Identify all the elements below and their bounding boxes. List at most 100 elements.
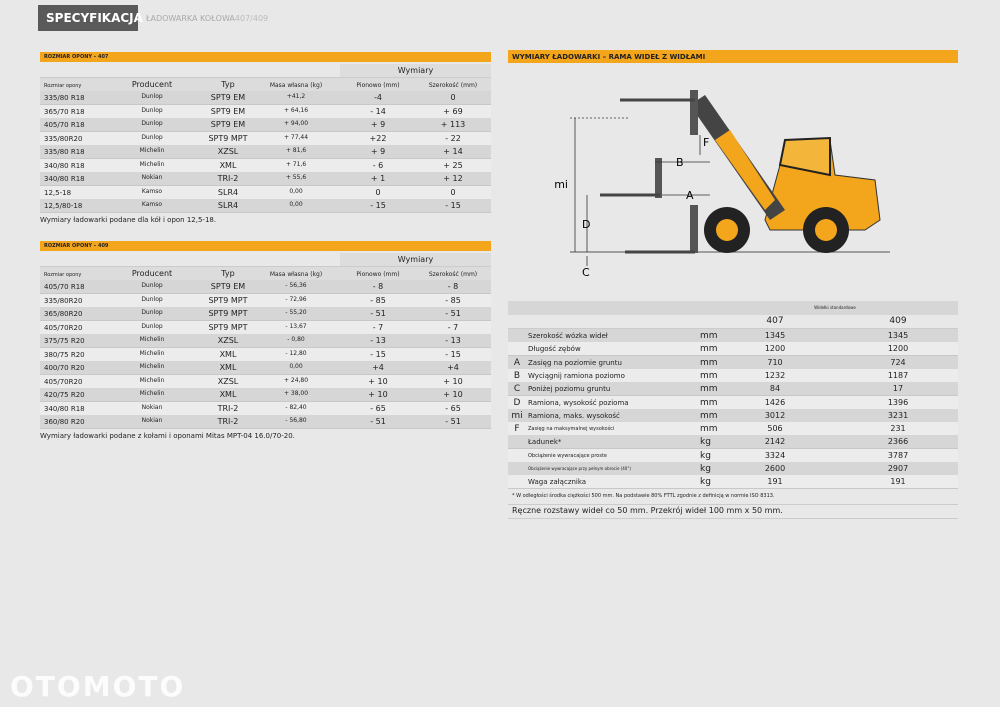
cell: 340/80 R18 xyxy=(44,161,85,170)
label-b: B xyxy=(676,156,684,169)
column-header: Typ xyxy=(221,269,235,278)
cell: - 6 xyxy=(372,160,384,170)
line xyxy=(508,504,958,505)
column-header: Szerokość (mm) xyxy=(428,82,478,89)
cell: - 85 xyxy=(370,295,386,305)
cell: 365/80R20 xyxy=(44,310,83,318)
cell: Nokian xyxy=(141,417,163,424)
cell: XML xyxy=(219,363,237,372)
cell: TRI-2 xyxy=(217,417,239,426)
cell: +22 xyxy=(369,133,387,143)
cell: 335/80R20 xyxy=(44,296,83,305)
cell: 400/70 R20 xyxy=(44,364,85,372)
cell: - 7 xyxy=(447,322,459,332)
cell: 335/80R20 xyxy=(44,134,83,143)
cell: 335/80 R18 xyxy=(44,148,85,156)
cell: Michelin xyxy=(139,349,165,357)
cell: + 1 xyxy=(370,174,386,183)
cell: 506 xyxy=(767,424,783,434)
page-title: ŁADOWARKA KOŁOWA407/409 xyxy=(146,14,268,23)
cell: 340/80 R18 xyxy=(44,175,85,183)
label-a: A xyxy=(686,189,694,202)
group-row xyxy=(40,64,491,78)
cell: 1187 xyxy=(887,370,909,380)
cell: + 10 xyxy=(368,376,388,386)
section-tab xyxy=(38,5,138,31)
cell: + 55,6 xyxy=(285,174,307,181)
cell: -4 xyxy=(374,93,382,102)
cell: 405/70 R18 xyxy=(44,283,85,291)
row-unit: mm xyxy=(700,344,718,355)
cell: SLR4 xyxy=(217,201,239,210)
cell: - 12,80 xyxy=(285,349,307,357)
cell: 2907 xyxy=(887,464,909,473)
cell: 3324 xyxy=(764,450,786,460)
table-row xyxy=(508,475,958,490)
cell: 0,00 xyxy=(289,363,303,370)
row-letter: D xyxy=(513,397,521,408)
column-header: Pionowo (mm) xyxy=(356,271,400,278)
row-unit: mm xyxy=(700,331,718,341)
row-unit: mm xyxy=(700,384,718,395)
cell: Nokian xyxy=(141,174,163,181)
cell: + 77,44 xyxy=(283,133,309,141)
cell: - 85 xyxy=(445,295,461,305)
cell: 405/70R20 xyxy=(44,377,83,386)
cell: Dunlop xyxy=(141,295,163,303)
row-unit: mm xyxy=(700,410,718,421)
cell: 231 xyxy=(890,424,906,434)
cell: - 13 xyxy=(370,336,386,345)
cell: 84 xyxy=(769,384,781,394)
cell: XZSL xyxy=(217,147,239,156)
cell: 1345 xyxy=(764,331,786,340)
cell: + 64,16 xyxy=(283,106,309,114)
cell: TRI-2 xyxy=(217,174,239,183)
cell: SPT9 MPT xyxy=(208,322,248,332)
cell: - 56,80 xyxy=(285,417,307,424)
cell: 420/75 R20 xyxy=(44,391,85,399)
cell: 1396 xyxy=(887,397,909,407)
cell: - 15 xyxy=(445,349,461,359)
cell: Dunlop xyxy=(141,120,163,127)
cell: XML xyxy=(219,160,237,170)
cell: + 69 xyxy=(443,106,463,116)
table-row xyxy=(40,199,491,213)
cell: Dunlop xyxy=(141,309,163,316)
cell: + 10 xyxy=(368,390,388,399)
cell: Michelin xyxy=(139,160,165,168)
cell: - 15 xyxy=(370,201,386,210)
group-cell xyxy=(340,253,491,266)
cell: Michelin xyxy=(139,376,165,384)
cell: + 9 xyxy=(370,120,386,129)
column-header: Pionowo (mm) xyxy=(356,82,400,89)
column-header: Producent xyxy=(131,80,173,89)
cell: - 56,36 xyxy=(285,282,307,289)
cell: 365/70 R18 xyxy=(44,107,85,116)
cell: + 10 xyxy=(443,390,463,399)
cell: 405/70R20 xyxy=(44,323,83,332)
cell: XZSL xyxy=(217,376,239,386)
row-label: Ładunek* xyxy=(528,438,562,447)
line xyxy=(508,518,958,519)
row-unit: kg xyxy=(700,450,711,461)
loader-diagram: F B mi A D C xyxy=(554,90,890,279)
column-header: Rozmiar opony xyxy=(44,83,82,89)
cell: SPT9 EM xyxy=(210,120,246,129)
cell: 360/80 R20 xyxy=(44,418,85,426)
label-mi: mi xyxy=(554,178,568,191)
cell: 380/75 R20 xyxy=(44,350,85,359)
cell: SLR4 xyxy=(217,187,239,197)
orange-bar xyxy=(508,50,958,63)
cell: Michelin xyxy=(139,363,165,370)
cell: + 9 xyxy=(370,147,386,156)
cell: 1200 xyxy=(887,344,909,354)
label-f: F xyxy=(703,136,709,149)
cell: + 113 xyxy=(440,120,466,129)
orange-bar xyxy=(40,52,491,62)
cell: - 72,96 xyxy=(285,295,307,303)
cell: Dunlop xyxy=(141,93,163,100)
cell: + 24,80 xyxy=(283,376,309,384)
cell: - 51 xyxy=(370,309,386,318)
header-row xyxy=(40,78,491,91)
